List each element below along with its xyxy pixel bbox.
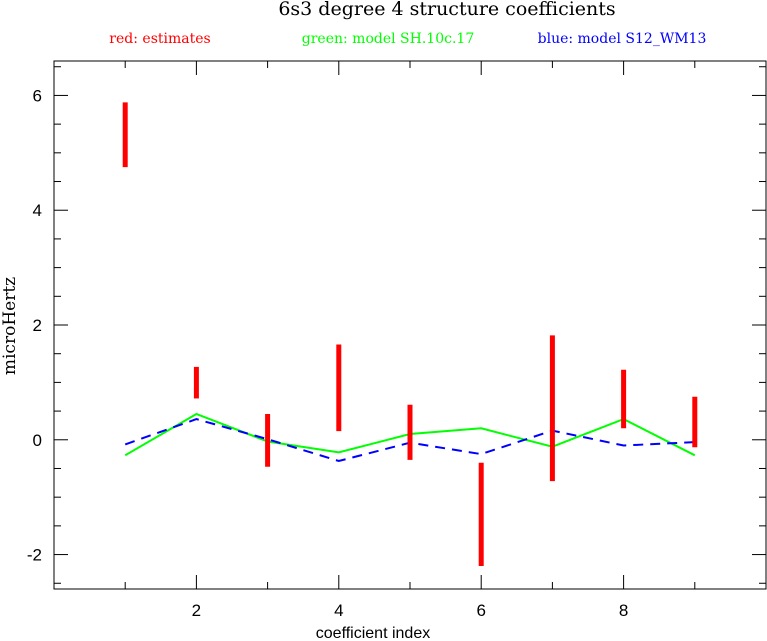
- x-tick-label: 8: [619, 601, 628, 620]
- error-bars-layer: [122, 102, 698, 567]
- x-axis-label: coefficient index: [316, 625, 430, 641]
- y-axis-label: microHertz: [0, 277, 20, 375]
- plot-frame: [53, 60, 767, 590]
- axis-tick-labels: 2 4 6 8 -2 0 2 4 6: [27, 86, 628, 620]
- chart-title: 6s3 degree 4 structure coefficients: [278, 0, 615, 20]
- x-tick-label: 2: [192, 601, 201, 620]
- y-tick-label: 0: [33, 431, 42, 450]
- y-tick-label: 4: [33, 201, 42, 220]
- legend-model-s12: blue: model S12_WM13: [538, 31, 707, 47]
- y-tick-label: -2: [27, 546, 42, 565]
- x-tick-label: 6: [476, 601, 485, 620]
- axis-ticks: [54, 61, 766, 589]
- y-tick-label: 6: [33, 86, 42, 105]
- x-tick-label: 4: [334, 601, 343, 620]
- legend-model-sh: green: model SH.10c.17: [302, 31, 474, 47]
- y-tick-label: 2: [33, 316, 42, 335]
- legend-estimates: red: estimates: [109, 31, 210, 47]
